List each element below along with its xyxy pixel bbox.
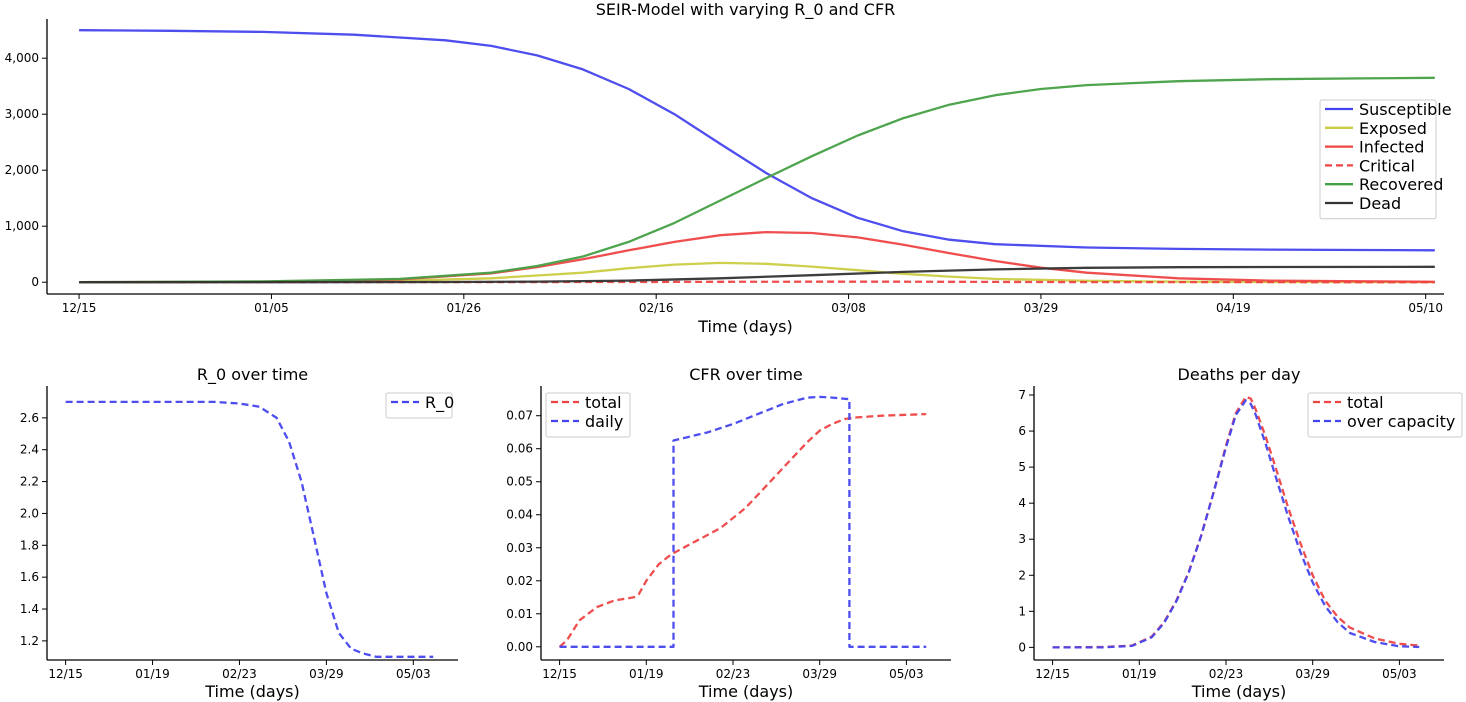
y-tick-label: 2.4 xyxy=(20,443,39,457)
legend-label-recovered: Recovered xyxy=(1359,175,1443,194)
legend-label-critical: Critical xyxy=(1359,156,1415,175)
y-tick-label: 0 xyxy=(31,275,39,289)
y-tick-label: 0.00 xyxy=(506,640,533,654)
x-tick-label: 04/19 xyxy=(1216,301,1251,315)
legend-box xyxy=(1319,99,1437,220)
x-tick-label: 03/29 xyxy=(1024,301,1059,315)
y-tick-label: 3,000 xyxy=(5,107,39,121)
series-line-dead xyxy=(79,265,1435,284)
deaths-per-day-chart: 12/15 01/19 02/23 03/29 05/03 0 1 2 3 4 5 6 7 Deaths … xyxy=(1018,365,1463,701)
y-tick-label: 0.05 xyxy=(506,475,533,489)
x-tick-label: 03/29 xyxy=(1295,667,1330,681)
y-tick-label: 4,000 xyxy=(5,51,39,65)
legend-label-total: total xyxy=(1347,393,1384,412)
series-line-infected xyxy=(79,230,1435,284)
y-tick-label: 1 xyxy=(1018,604,1026,618)
x-tick-label: 01/26 xyxy=(447,301,482,315)
legend-label-exposed: Exposed xyxy=(1359,119,1427,138)
series-line-total xyxy=(558,412,927,648)
y-tick-label: 1.4 xyxy=(20,602,39,616)
y-tick-label: 4 xyxy=(1018,496,1026,510)
y-tick-label: 1.6 xyxy=(20,570,39,584)
y-tick-label: 2.2 xyxy=(20,475,39,489)
legend-box xyxy=(545,392,631,438)
legend-box xyxy=(1307,392,1463,438)
y-tick-label: 2 xyxy=(1018,568,1026,582)
x-tick-label: 01/19 xyxy=(1122,667,1157,681)
legend-label-dead: Dead xyxy=(1359,194,1401,213)
seir-model-chart: 12/15 01/05 01/26 02/16 03/08 03/29 04/19 05/10… xyxy=(5,0,1452,336)
series-line-exposed xyxy=(79,261,1435,284)
y-tick-label: 1.8 xyxy=(20,538,39,552)
r0-chart: 12/15 01/19 02/23 03/29 05/03 1.2 1.4 1.6 1.8 2.0… xyxy=(20,365,458,701)
series-line-total xyxy=(1052,395,1420,649)
x-axis-label: Time (days) xyxy=(697,317,793,336)
x-tick-label: 02/23 xyxy=(1209,667,1244,681)
y-tick-label: 7 xyxy=(1018,388,1026,402)
y-tick-label: 2.0 xyxy=(20,506,39,520)
chart-title: SEIR-Model with varying R_0 and CFR xyxy=(596,0,896,20)
series-line-recovered xyxy=(79,76,1435,284)
y-tick-label: 0.01 xyxy=(506,607,533,621)
y-tick-label: 1.2 xyxy=(20,634,39,648)
y-tick-label: 2,000 xyxy=(5,163,39,177)
x-tick-label: 02/16 xyxy=(639,301,674,315)
y-tick-label: 0.04 xyxy=(506,508,533,522)
cfr-chart: 12/15 01/19 02/23 03/29 05/03 0.00 0.01 0.02 0.0… xyxy=(506,365,951,701)
x-tick-label: 02/23 xyxy=(222,667,257,681)
chart-title: R_0 over time xyxy=(197,365,308,385)
series-line-daily xyxy=(559,395,927,648)
x-tick-label: 05/03 xyxy=(889,667,924,681)
y-tick-label: 0.03 xyxy=(506,541,533,555)
chart-title: Deaths per day xyxy=(1178,365,1301,384)
x-tick-label: 12/15 xyxy=(1035,667,1070,681)
x-tick-label: 12/15 xyxy=(542,667,577,681)
y-tick-label: 0 xyxy=(1018,640,1026,654)
chart-title: CFR over time xyxy=(689,365,803,384)
y-tick-label: 0.02 xyxy=(506,574,533,588)
x-tick-label: 01/19 xyxy=(629,667,664,681)
x-tick-label: 12/15 xyxy=(62,301,97,315)
legend-label-total: total xyxy=(585,393,622,412)
x-tick-label: 03/08 xyxy=(831,301,866,315)
legend-label-r-0: R_0 xyxy=(425,393,454,413)
y-tick-label: 0.07 xyxy=(506,409,533,423)
y-tick-label: 1,000 xyxy=(5,219,39,233)
x-axis-label: Time (days) xyxy=(698,682,794,701)
x-tick-label: 01/19 xyxy=(135,667,170,681)
legend-label-daily: daily xyxy=(585,412,623,431)
x-tick-label: 05/03 xyxy=(1382,667,1417,681)
legend-label-infected: Infected xyxy=(1359,138,1424,157)
y-tick-label: 0.06 xyxy=(506,442,533,456)
y-tick-label: 5 xyxy=(1018,460,1026,474)
y-tick-label: 3 xyxy=(1018,532,1026,546)
x-axis-label: Time (days) xyxy=(1191,682,1287,701)
y-tick-label: 6 xyxy=(1018,424,1026,438)
x-tick-label: 03/29 xyxy=(802,667,837,681)
series-line-r-0 xyxy=(65,400,434,658)
x-axis-label: Time (days) xyxy=(204,682,300,701)
y-tick-label: 2.6 xyxy=(20,411,39,425)
legend-box xyxy=(385,392,453,419)
x-tick-label: 01/05 xyxy=(254,301,289,315)
legend-label-susceptible: Susceptible xyxy=(1359,100,1452,119)
x-tick-label: 05/10 xyxy=(1408,301,1443,315)
x-tick-label: 02/23 xyxy=(716,667,751,681)
series-line-critical xyxy=(79,280,1435,284)
legend-label-over-capacity: over capacity xyxy=(1347,412,1455,431)
x-tick-label: 03/29 xyxy=(309,667,344,681)
x-tick-label: 05/03 xyxy=(396,667,431,681)
series-line-susceptible xyxy=(79,29,1435,252)
series-line-over-capacity xyxy=(1052,399,1420,649)
x-tick-label: 12/15 xyxy=(48,667,83,681)
